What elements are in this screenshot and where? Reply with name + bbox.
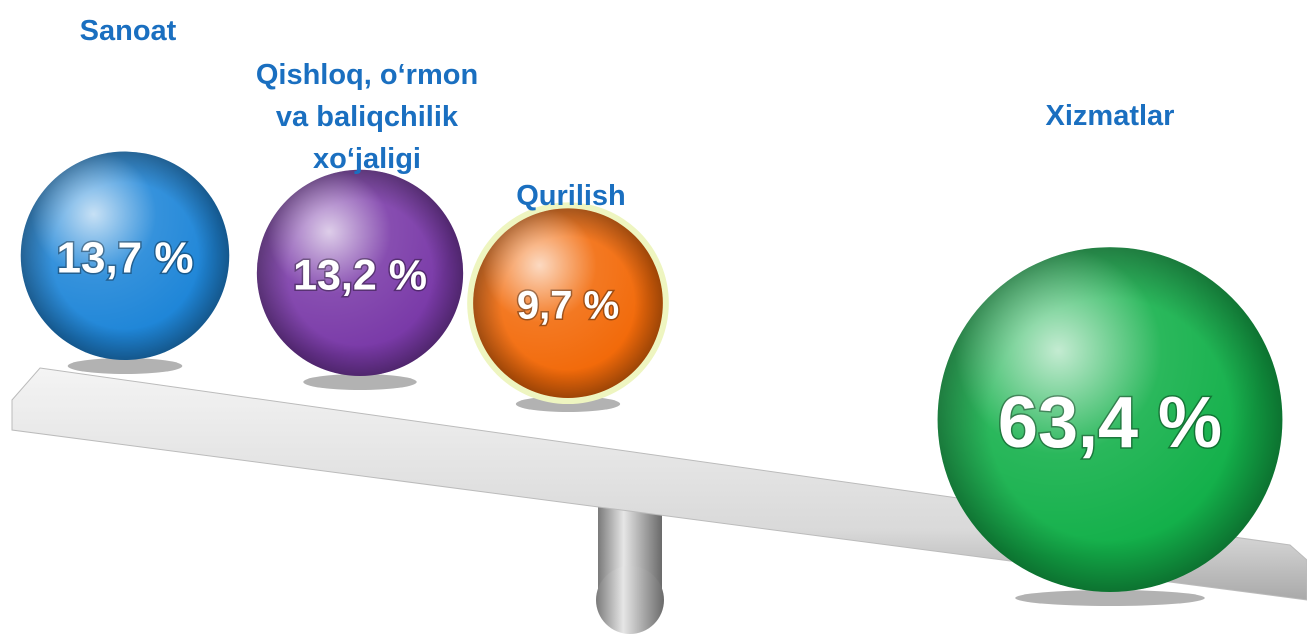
shadow — [67, 358, 183, 374]
balance-board — [11, 367, 1307, 601]
value-label: 9,7 % — [517, 283, 619, 327]
category-label: Qishloq, o‘rmon va baliqchilik xo‘jaligi — [255, 59, 479, 175]
value-label: 63,4 % — [998, 383, 1222, 463]
category-label: Sanoat — [79, 15, 177, 47]
pivot-ball — [596, 566, 664, 634]
shadow — [303, 374, 417, 390]
bubble-shine — [256, 169, 464, 376]
value-label: 13,7 % — [57, 234, 194, 283]
bubble-shine — [937, 247, 1283, 592]
shadow — [1015, 590, 1205, 606]
bubble-shine — [20, 151, 230, 360]
category-label: Xizmatlar — [1045, 100, 1175, 132]
value-label: 13,2 % — [293, 251, 427, 299]
bubble-shine — [473, 208, 663, 398]
category-label: Qurilish — [516, 180, 626, 212]
